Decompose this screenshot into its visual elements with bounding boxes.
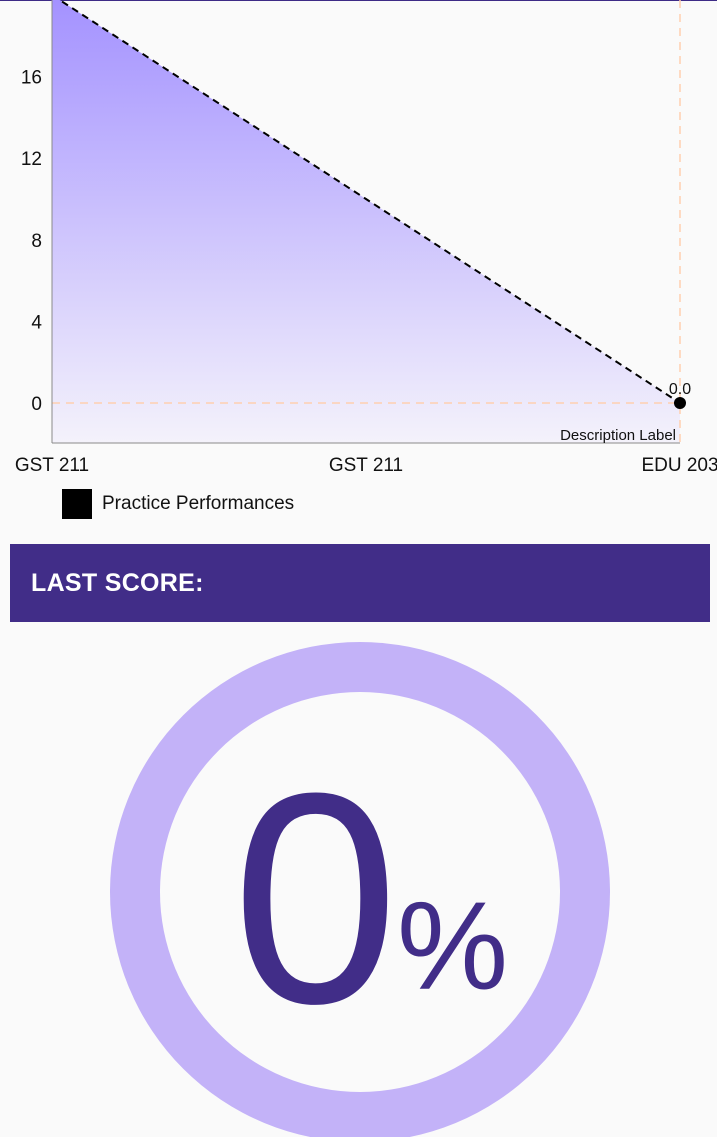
- score-value: 0: [232, 730, 399, 1066]
- legend-label: Practice Performances: [102, 493, 295, 514]
- chart-description-label: Description Label: [560, 427, 676, 444]
- x-tick-label: EDU 203: [641, 455, 717, 476]
- last-score-title: LAST SCORE:: [31, 568, 204, 597]
- score-ring: [110, 642, 610, 1137]
- chart-legend: Practice Performances: [62, 489, 294, 519]
- score-percent-sign: %: [397, 877, 509, 1016]
- last-score-header: LAST SCORE:: [10, 544, 710, 622]
- y-tick-label: 8: [31, 231, 42, 252]
- y-tick-label: 0: [31, 394, 42, 415]
- x-tick-label: GST 211: [15, 455, 89, 476]
- y-tick-label: 4: [31, 312, 42, 333]
- legend-swatch: [62, 489, 92, 519]
- y-tick-label: 16: [21, 68, 42, 89]
- top-edge: [0, 0, 717, 1]
- series-line: [57, 0, 681, 404]
- chart-area-fill: [52, 0, 680, 443]
- last-value-label: 0.0: [669, 381, 691, 398]
- y-tick-label: 12: [21, 149, 42, 170]
- last-data-point: [674, 397, 686, 409]
- performance-chart: 0.0 0 4 8 12 16 GST 211 GST 211 EDU 203 Descripti…: [15, 0, 717, 476]
- x-tick-label: GST 211: [329, 455, 403, 476]
- score-ring-inner: [160, 692, 560, 1092]
